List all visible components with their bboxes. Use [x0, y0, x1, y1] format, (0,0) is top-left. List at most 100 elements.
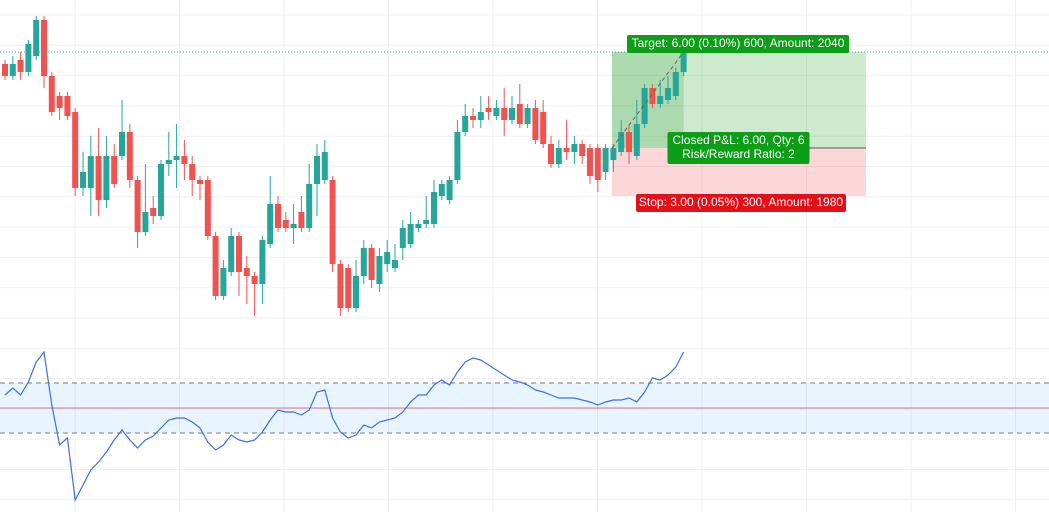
- candle-body: [48, 76, 55, 112]
- rsi-line: [4, 350, 685, 502]
- candle-body: [501, 108, 508, 120]
- candle-body: [158, 164, 164, 216]
- candle-body: [236, 236, 242, 272]
- candle-body: [415, 224, 422, 228]
- candle-body: [111, 156, 118, 184]
- candle-body: [532, 108, 539, 140]
- candle-body: [103, 156, 110, 200]
- candle-body: [64, 96, 71, 116]
- target-label: Target: 6.00 (0.10%) 600, Amount: 2040: [632, 36, 845, 50]
- stop-label: Stop: 3.00 (0.05%) 300, Amount: 1980: [639, 195, 843, 209]
- candle-body: [368, 248, 375, 280]
- candle-body: [555, 148, 562, 164]
- candle-body: [267, 204, 274, 244]
- candle-body: [610, 148, 617, 160]
- candle-body: [345, 268, 352, 308]
- candle-body: [477, 112, 484, 120]
- candle-body: [298, 212, 305, 228]
- candle-body: [649, 88, 656, 104]
- candle-body: [321, 152, 328, 180]
- candle-body: [282, 220, 289, 228]
- candle-body: [376, 256, 383, 284]
- candle-body: [462, 116, 469, 132]
- candle-body: [353, 276, 359, 308]
- candle-body: [446, 180, 453, 200]
- candle-body: [641, 88, 648, 124]
- candle-body: [579, 144, 586, 156]
- pnl-label: Closed P&L: 6.00, Qty: 6: [672, 133, 804, 147]
- candle-body: [618, 132, 625, 152]
- candle-body: [33, 20, 40, 56]
- candle-body: [142, 212, 149, 232]
- candle-body: [493, 108, 500, 116]
- trade-path: [611, 51, 685, 149]
- candle-body: [17, 60, 24, 72]
- target-label-box: [627, 35, 849, 53]
- candle-body: [72, 112, 79, 188]
- candle-body: [95, 156, 102, 200]
- candle-body: [516, 104, 523, 124]
- candle-body: [25, 44, 32, 72]
- candle-body: [306, 184, 313, 228]
- candle-body: [509, 108, 515, 120]
- candle-body: [251, 276, 258, 284]
- candle-body: [548, 144, 554, 164]
- candle-body: [470, 116, 476, 120]
- candle-body: [680, 52, 687, 72]
- candle-body: [665, 88, 671, 100]
- candle-body: [602, 148, 609, 172]
- candle-body: [41, 20, 47, 76]
- candle-body: [587, 148, 593, 176]
- candle-body: [2, 64, 8, 76]
- candle-body: [228, 236, 235, 272]
- candle-body: [571, 144, 578, 152]
- plot: Target: 6.00 (0.10%) 600, Amount: 2040 Cl…: [0, 16, 1049, 502]
- candle-body: [337, 264, 344, 308]
- candle-body: [438, 184, 445, 196]
- candle-body: [212, 236, 219, 296]
- candle-body: [431, 192, 437, 224]
- candle-body: [243, 268, 250, 276]
- candle-body: [392, 260, 398, 268]
- candle-body: [360, 248, 367, 276]
- candle-body: [9, 64, 16, 76]
- candle-body: [56, 96, 63, 108]
- candle-body: [259, 240, 266, 284]
- candle-body: [657, 96, 664, 104]
- pnl-label: Risk/Reward Ratio: 2: [682, 147, 795, 161]
- candle-body: [485, 108, 492, 112]
- candle-body: [540, 112, 547, 144]
- stop-label-box: [636, 194, 846, 212]
- candle-body: [204, 180, 211, 236]
- candle-body: [134, 180, 141, 232]
- candle-body: [87, 156, 94, 188]
- candle-body: [314, 156, 320, 184]
- candle-body: [173, 156, 180, 160]
- candle-body: [407, 224, 414, 244]
- candle-body: [423, 220, 430, 224]
- candle-body: [220, 268, 227, 296]
- candle-body: [80, 172, 86, 188]
- candle-body: [626, 132, 632, 152]
- candle-body: [329, 180, 336, 264]
- candle-body: [594, 148, 601, 180]
- candle-body: [399, 228, 406, 248]
- candle-body: [672, 72, 679, 96]
- candle-body: [197, 180, 203, 184]
- candle-body: [290, 224, 297, 228]
- candle-body: [189, 164, 196, 180]
- candle-body: [454, 132, 461, 180]
- candle-body: [563, 148, 570, 152]
- candle-body: [384, 252, 391, 264]
- candle-body: [119, 132, 125, 156]
- candle-body: [275, 204, 281, 228]
- pnl-label-box: [667, 132, 810, 164]
- candle-body: [126, 132, 133, 180]
- candle-body: [150, 208, 157, 216]
- candle-body: [524, 108, 531, 124]
- candle-body: [181, 156, 188, 164]
